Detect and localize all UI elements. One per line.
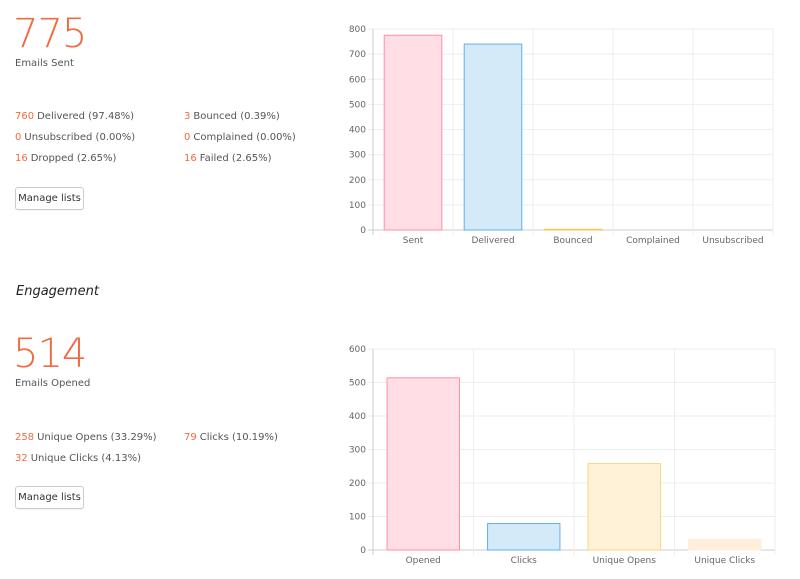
bar-delivered: [463, 43, 523, 231]
y-tick-label: 100: [349, 513, 366, 523]
y-tick-label: 600: [349, 75, 366, 85]
x-tick-label: Unique Opens: [593, 556, 657, 566]
stat-unique-opens: 258 Unique Opens (33.29%): [15, 432, 157, 443]
bar-opened: [386, 377, 460, 551]
x-tick-label: Delivered: [471, 236, 514, 246]
y-tick-label: 300: [349, 446, 366, 456]
y-tick-label: 0: [360, 546, 366, 556]
y-tick-label: 400: [349, 412, 366, 422]
bar-sent: [383, 34, 443, 231]
emails-sent-label: Emails Sent: [15, 58, 74, 69]
y-tick-label: 200: [349, 479, 366, 489]
y-tick-label: 800: [349, 25, 366, 35]
x-tick-label: Bounced: [553, 236, 592, 246]
y-tick-label: 200: [349, 176, 366, 186]
x-tick-label: Opened: [406, 556, 441, 566]
stat-dropped: 16 Dropped (2.65%): [15, 153, 117, 164]
y-tick-label: 700: [349, 50, 366, 60]
stat-unsubscribed: 0 Unsubscribed (0.00%): [15, 132, 136, 143]
stat-clicks: 79 Clicks (10.19%): [184, 432, 278, 443]
manage-lists-button[interactable]: Manage lists: [15, 187, 84, 210]
y-tick-label: 500: [349, 379, 366, 389]
stat-complained: 0 Complained (0.00%): [184, 132, 296, 143]
y-tick-label: 100: [349, 201, 366, 211]
x-tick-label: Unique Clicks: [694, 556, 755, 566]
y-tick-label: 500: [349, 100, 366, 110]
manage-lists-button-engagement[interactable]: Manage lists: [15, 486, 84, 509]
stat-failed: 16 Failed (2.65%): [184, 153, 272, 164]
y-tick-label: 300: [349, 151, 366, 161]
bar-unique-clicks: [688, 538, 762, 551]
emails-opened-label: Emails Opened: [15, 378, 91, 389]
stat-delivered: 760 Delivered (97.48%): [15, 111, 135, 122]
bar-clicks: [487, 523, 561, 551]
y-tick-label: 0: [360, 226, 366, 236]
x-tick-label: Complained: [626, 236, 680, 246]
y-tick-label: 400: [349, 126, 366, 136]
x-tick-label: Unsubscribed: [702, 236, 763, 246]
stat-unique-clicks: 32 Unique Clicks (4.13%): [15, 453, 141, 464]
stat-bounced: 3 Bounced (0.39%): [184, 111, 280, 122]
bar-bounced: [543, 228, 603, 231]
emails-sent-count: 775: [13, 11, 87, 57]
x-tick-label: Clicks: [511, 556, 537, 566]
bar-unique-opens: [587, 463, 661, 551]
engagement-heading: Engagement: [16, 284, 99, 299]
y-tick-label: 600: [349, 345, 366, 355]
emails-opened-count: 514: [13, 331, 87, 377]
x-tick-label: Sent: [403, 236, 424, 246]
